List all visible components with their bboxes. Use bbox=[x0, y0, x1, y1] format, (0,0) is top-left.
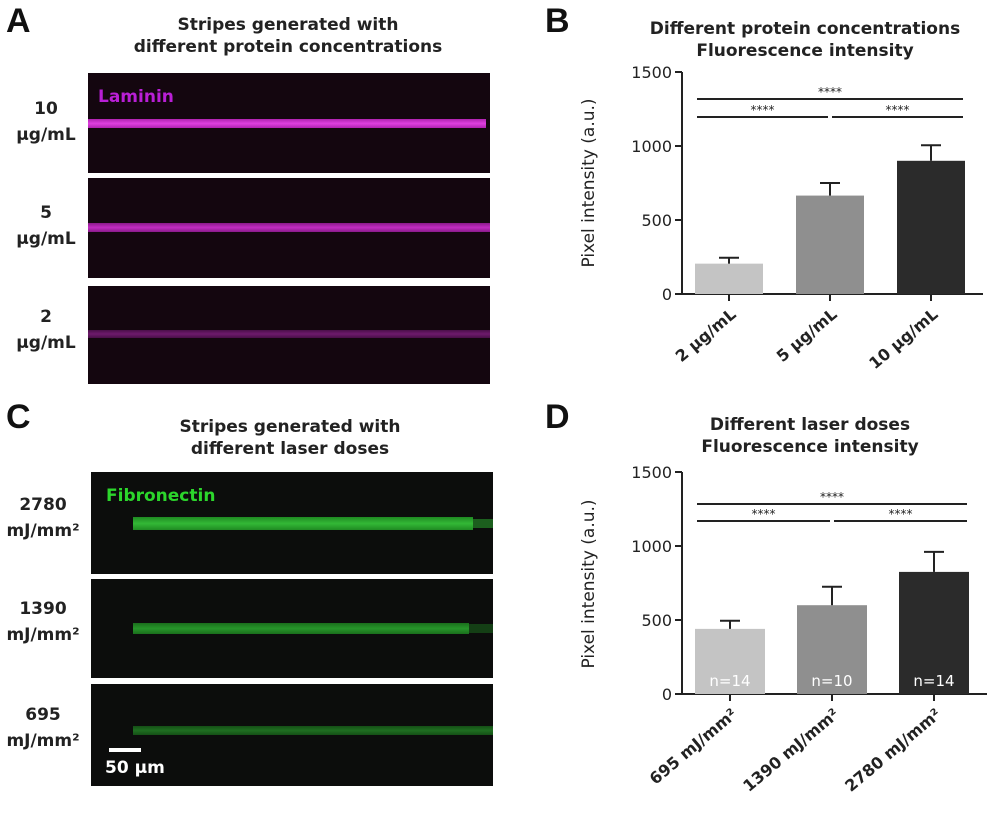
laminin-stripe bbox=[88, 223, 490, 232]
chart-d-x-tick-label: 1390 mJ/mm² bbox=[739, 705, 842, 796]
chart-b-significance-label: **** bbox=[818, 85, 842, 99]
fibronectin-stripe-tail bbox=[473, 519, 493, 528]
fibronectin-image-1390 bbox=[91, 579, 493, 678]
panel-c-letter: C bbox=[6, 398, 31, 436]
chart-b-x-tick-label: 5 µg/mL bbox=[773, 305, 841, 366]
panel-a-row-label-1: 10 µg/mL bbox=[6, 96, 86, 148]
fibronectin-image-695: 50 µm bbox=[91, 684, 493, 786]
chart-d-bar-n-label: n=10 bbox=[811, 672, 852, 690]
chart-d-y-tick-label: 0 bbox=[662, 685, 672, 704]
fibronectin-image-2780: Fibronectin bbox=[91, 472, 493, 574]
fibronectin-label: Fibronectin bbox=[106, 486, 216, 506]
panel-d-letter: D bbox=[545, 398, 570, 436]
row-label-unit: mJ/mm² bbox=[6, 731, 80, 751]
chart-d-title-line-1: Different laser doses bbox=[710, 415, 910, 435]
chart-d-bar-n-label: n=14 bbox=[709, 672, 750, 690]
panel-c-title: Stripes generated with different laser d… bbox=[88, 416, 492, 460]
chart-b-y-axis-label: Pixel intensity (a.u.) bbox=[579, 98, 599, 267]
row-label-unit: mJ/mm² bbox=[6, 625, 80, 645]
scale-bar-label: 50 µm bbox=[105, 758, 165, 778]
laminin-label: Laminin bbox=[98, 87, 174, 107]
chart-d-y-tick-label: 1500 bbox=[631, 463, 672, 482]
row-label-unit: mJ/mm² bbox=[6, 521, 80, 541]
chart-d-significance-label: **** bbox=[889, 507, 913, 521]
laminin-image-2 bbox=[88, 286, 490, 384]
panel-c-row-label-1: 2780 mJ/mm² bbox=[0, 492, 86, 544]
panel-a-title: Stripes generated with different protein… bbox=[88, 14, 488, 58]
chart-d-bar bbox=[797, 605, 867, 694]
fibronectin-stripe bbox=[133, 517, 473, 530]
row-label-value: 695 bbox=[25, 705, 61, 725]
chart-b-bar bbox=[897, 160, 965, 294]
row-label-value: 1390 bbox=[19, 599, 67, 619]
chart-b-x-tick-label: 10 µg/mL bbox=[865, 305, 941, 373]
row-label-value: 2780 bbox=[19, 495, 67, 515]
panel-c-row-label-2: 1390 mJ/mm² bbox=[0, 596, 86, 648]
chart-b-y-tick-label: 0 bbox=[662, 285, 672, 304]
panel-a-row-label-2: 5 µg/mL bbox=[6, 200, 86, 252]
scale-bar bbox=[109, 748, 141, 752]
row-label-value: 2 bbox=[40, 307, 52, 327]
chart-b-y-tick-label: 500 bbox=[641, 211, 672, 230]
chart-b-y-tick-label: 1500 bbox=[631, 63, 672, 82]
panel-a-row-label-3: 2 µg/mL bbox=[6, 304, 86, 356]
row-label-unit: µg/mL bbox=[16, 229, 76, 249]
chart-d-bar bbox=[695, 628, 765, 694]
panel-c-title-line-1: Stripes generated with bbox=[179, 417, 401, 437]
chart-b: Different protein concentrations Fluores… bbox=[579, 19, 983, 373]
chart-d-title-line-2: Fluorescence intensity bbox=[701, 437, 918, 457]
chart-d-x-tick-label: 695 mJ/mm² bbox=[646, 705, 741, 789]
chart-d: Different laser doses Fluorescence inten… bbox=[579, 415, 987, 796]
panel-a-title-line-2: different protein concentrations bbox=[133, 37, 443, 57]
row-label-value: 10 bbox=[34, 99, 58, 119]
chart-b-title-line-2: Fluorescence intensity bbox=[696, 41, 913, 61]
fibronectin-stripe-tail bbox=[469, 624, 493, 633]
chart-b-significance-label: **** bbox=[751, 103, 775, 117]
chart-b-y-tick-label: 1000 bbox=[631, 137, 672, 156]
chart-b-bar bbox=[695, 263, 763, 294]
chart-d-significance-label: **** bbox=[752, 507, 776, 521]
laminin-stripe bbox=[88, 119, 486, 128]
panel-b-letter: B bbox=[545, 2, 570, 40]
panel-a-title-line-1: Stripes generated with bbox=[177, 15, 399, 35]
row-label-unit: µg/mL bbox=[16, 333, 76, 353]
chart-b-title-line-1: Different protein concentrations bbox=[650, 19, 960, 39]
row-label-unit: µg/mL bbox=[16, 125, 76, 145]
chart-d-y-axis-label: Pixel intensity (a.u.) bbox=[579, 499, 599, 668]
panel-c-row-label-3: 695 mJ/mm² bbox=[0, 702, 86, 754]
chart-d-y-tick-label: 1000 bbox=[631, 537, 672, 556]
chart-d-y-tick-label: 500 bbox=[641, 611, 672, 630]
row-label-value: 5 bbox=[40, 203, 52, 223]
panel-c-title-line-2: different laser doses bbox=[190, 439, 390, 459]
chart-d-bar bbox=[899, 571, 969, 694]
fibronectin-stripe bbox=[133, 623, 469, 634]
chart-b-x-tick-label: 2 µg/mL bbox=[672, 305, 740, 366]
chart-d-x-tick-label: 2780 mJ/mm² bbox=[841, 705, 944, 796]
fibronectin-stripe bbox=[133, 726, 493, 735]
laminin-image-10: Laminin bbox=[88, 73, 490, 173]
chart-b-bar bbox=[796, 195, 864, 294]
chart-b-significance-label: **** bbox=[886, 103, 910, 117]
chart-d-significance-label: **** bbox=[820, 490, 844, 504]
laminin-stripe bbox=[88, 330, 490, 338]
panel-a-letter: A bbox=[6, 2, 31, 40]
laminin-image-5 bbox=[88, 178, 490, 278]
chart-d-bar-n-label: n=14 bbox=[913, 672, 954, 690]
